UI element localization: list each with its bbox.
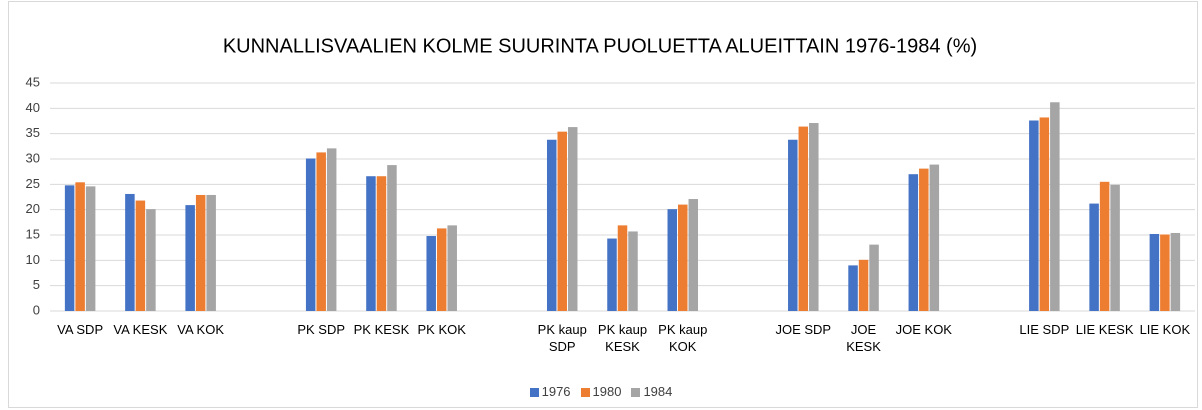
legend-item: 1980 (580, 384, 622, 399)
x-tick-label: PK kaup KOK (658, 322, 708, 354)
bar (1110, 184, 1120, 311)
bar (436, 228, 447, 311)
x-tick-label: VA KESK (113, 322, 168, 337)
legend-item: 1984 (631, 385, 672, 399)
bar (426, 236, 436, 311)
bar (1160, 234, 1170, 311)
y-tick-label: 15 (26, 226, 40, 241)
legend-swatch (529, 388, 539, 397)
bar (667, 209, 678, 311)
bar (1089, 203, 1099, 311)
legend-swatch (631, 388, 641, 397)
bar (64, 185, 75, 311)
y-tick-label: 30 (26, 150, 40, 165)
bar (1039, 117, 1050, 311)
bar (1050, 102, 1060, 312)
y-tick-label: 0 (33, 302, 40, 317)
x-tick-label: PK kaup SDP (537, 322, 587, 354)
y-tick-label: 35 (26, 125, 40, 140)
bar (1029, 120, 1039, 311)
bar (617, 225, 628, 311)
x-tick-label: PK KESK (353, 322, 410, 337)
bar (858, 259, 869, 311)
bar (305, 158, 316, 311)
legend-label: 1976 (541, 384, 571, 399)
x-tick-label: JOE SDP (775, 322, 832, 337)
y-tick-label: 25 (26, 176, 40, 191)
bar (326, 148, 337, 311)
x-tick-label: PK KOK (417, 322, 466, 337)
bar (557, 131, 567, 311)
legend-item: 1976 (529, 384, 571, 399)
chart-title: KUNNALLISVAALIEN KOLME SUURINTA PUOLUETT… (223, 35, 977, 57)
bar (1099, 181, 1110, 311)
bar (185, 205, 195, 311)
bar (628, 231, 638, 311)
bar (206, 194, 216, 311)
bar (929, 164, 940, 311)
bar (316, 152, 326, 311)
bar (146, 209, 156, 311)
y-tick-label: 20 (26, 201, 40, 216)
bar (788, 139, 798, 311)
y-tick-label: 5 (33, 277, 40, 292)
bar (869, 244, 879, 311)
x-tick-label: JOE KOK (895, 322, 952, 337)
legend-label: 1980 (592, 384, 622, 399)
bar (447, 225, 457, 311)
legend: 1976 1980 1984 (0, 383, 1202, 401)
y-tick-label: 40 (26, 100, 40, 115)
bar (798, 126, 809, 311)
bar (1170, 232, 1181, 311)
x-tick-label: LIE SDP (1019, 322, 1070, 337)
bar (135, 200, 146, 311)
bar (1149, 233, 1160, 311)
bar (125, 193, 135, 311)
bar (85, 186, 96, 311)
x-tick-label: PK SDP (297, 322, 346, 337)
y-tick-label: 10 (26, 252, 40, 267)
bar (908, 174, 919, 311)
bar (607, 238, 617, 311)
bar (688, 199, 699, 311)
x-tick-label: LIE KESK (1075, 322, 1134, 337)
bar (567, 127, 578, 311)
bar (376, 176, 387, 311)
x-tick-label: PK kaup KESK (597, 322, 648, 354)
bar (195, 194, 206, 311)
x-tick-label: VA SDP (57, 322, 104, 337)
legend-swatch (580, 388, 590, 397)
x-tick-label: VA KOK (177, 322, 225, 337)
y-tick-label: 45 (26, 74, 40, 89)
bar (678, 204, 688, 311)
bar (366, 176, 376, 311)
bar (75, 182, 85, 311)
bar (919, 168, 929, 311)
bar (546, 139, 557, 311)
legend-label: 1984 (643, 384, 673, 399)
bar (809, 123, 819, 311)
x-tick-label: JOE KESK (846, 322, 881, 354)
bar (848, 265, 858, 311)
x-tick-label: LIE KOK (1139, 322, 1191, 337)
bar (387, 165, 397, 311)
